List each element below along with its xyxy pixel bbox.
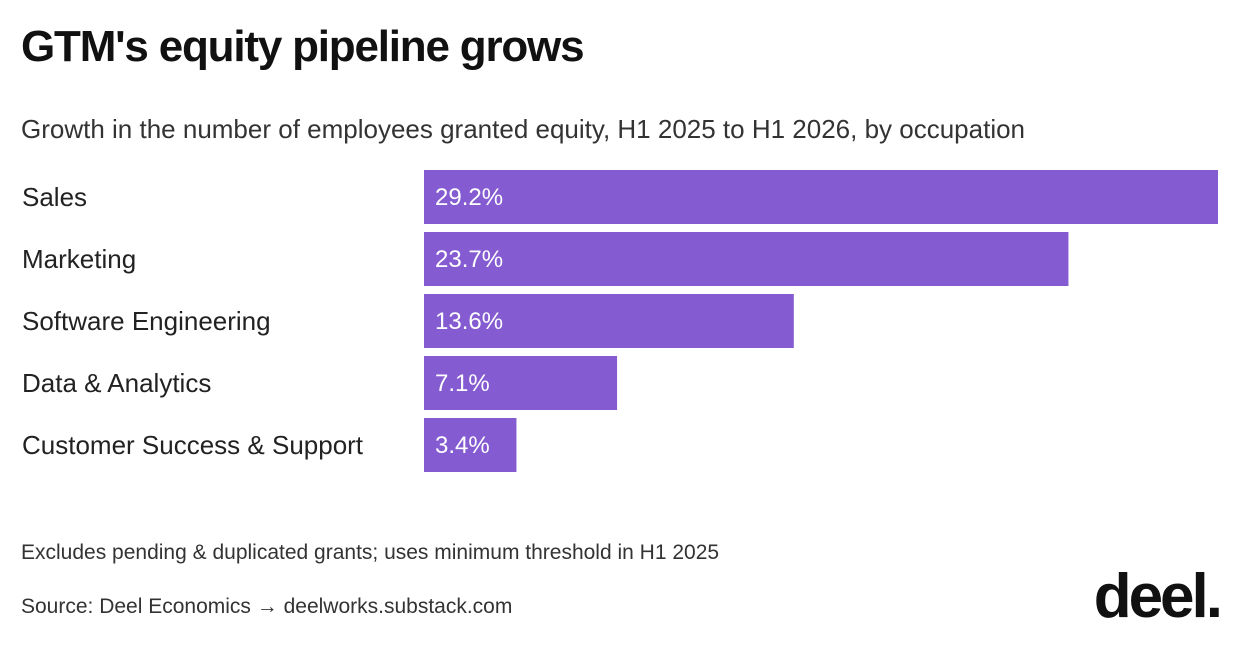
bar-chart: Sales 29.2% Marketing 23.7% Software Enginee…	[22, 170, 1218, 472]
bar-value-label: 3.4%	[435, 432, 490, 459]
bar-value-label: 23.7%	[435, 246, 503, 273]
category-label: Data & Analytics	[22, 368, 211, 398]
category-label: Sales	[22, 182, 87, 212]
category-label: Marketing	[22, 244, 136, 274]
bar	[424, 418, 517, 472]
source-line: Source: Deel Economics → deelworks.subst…	[21, 595, 513, 618]
bar-value-label: 29.2%	[435, 184, 503, 211]
category-label: Customer Success & Support	[22, 430, 364, 460]
bar-value-label: 13.6%	[435, 308, 503, 335]
deel-logo: deel.	[1093, 562, 1223, 631]
bar	[424, 232, 1069, 286]
chart-subtitle: Growth in the number of employees grante…	[21, 114, 1026, 144]
category-label: Software Engineering	[22, 306, 271, 336]
bar-value-label: 7.1%	[435, 370, 490, 397]
chart-title: GTM's equity pipeline grows	[21, 22, 585, 71]
bar	[424, 356, 618, 410]
bar	[424, 170, 1218, 224]
bar	[424, 294, 794, 348]
footnote: Excludes pending & duplicated grants; us…	[21, 541, 720, 564]
